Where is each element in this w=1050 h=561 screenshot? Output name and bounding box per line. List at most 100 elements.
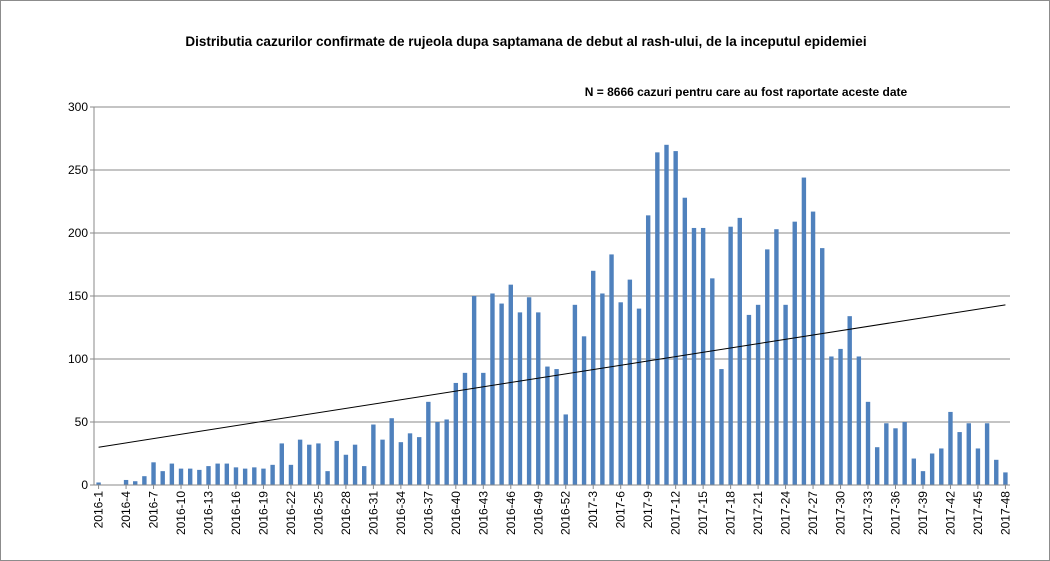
chart-title: Distributia cazurilor confirmate de ruje… xyxy=(185,34,866,49)
bar-2017-44 xyxy=(966,423,971,485)
y-tick-labels: 0 50 100 150 200 250 300 xyxy=(68,100,88,492)
bar-2016-50 xyxy=(545,366,550,485)
bar-2016-27 xyxy=(334,440,339,485)
bar-2017-14 xyxy=(691,227,697,485)
bar-2017-22 xyxy=(765,249,770,485)
bar-2016-40 xyxy=(453,382,459,485)
bar-2016-48 xyxy=(526,297,532,485)
x-tick-label: 2017-15 xyxy=(696,491,710,535)
y-tick-label: 50 xyxy=(75,415,89,429)
bar-2016-19 xyxy=(261,468,266,485)
bar-2016-38 xyxy=(435,422,440,485)
y-tick-label: 300 xyxy=(68,100,88,114)
x-tick-label: 2016-28 xyxy=(339,491,353,535)
bar-2016-8 xyxy=(160,471,165,485)
x-tick-label: 2017-3 xyxy=(586,491,600,529)
bar-2016-49 xyxy=(536,312,541,485)
bar-2016-51 xyxy=(554,369,559,485)
y-tick-label: 100 xyxy=(68,352,88,366)
bar-2016-12 xyxy=(197,469,202,485)
bar-2017-40 xyxy=(929,453,935,485)
bar-2016-21 xyxy=(279,443,284,485)
bar-2017-17 xyxy=(719,369,724,485)
bar-2016-32 xyxy=(380,439,385,485)
bar-2017-12 xyxy=(673,151,678,485)
x-tick-label: 2016-16 xyxy=(229,491,243,535)
x-tick-label: 2016-40 xyxy=(449,491,463,535)
bar-2017-16 xyxy=(710,278,715,485)
x-tick-label: 2016-43 xyxy=(476,491,490,535)
bar-2016-26 xyxy=(325,471,330,485)
bar-2017-30 xyxy=(838,348,843,485)
bar-2017-47 xyxy=(994,459,999,485)
bar-2017-27 xyxy=(810,211,816,485)
bar-2017-39 xyxy=(920,471,926,485)
bar-2016-29 xyxy=(352,444,358,485)
bar-2016-23 xyxy=(297,439,303,485)
bar-2016-45 xyxy=(499,303,504,485)
chart-annotation: N = 8666 cazuri pentru care au fost rapo… xyxy=(585,85,908,99)
gridlines xyxy=(94,106,1010,423)
x-tick-label: 2016-49 xyxy=(531,491,545,535)
trendline-line xyxy=(98,304,1006,448)
x-tick-label: 2017-42 xyxy=(943,491,957,535)
bar-2017-13 xyxy=(682,197,688,485)
x-tick-label: 2016-34 xyxy=(394,491,408,535)
x-tick-label: 2017-12 xyxy=(669,491,683,535)
x-tick-label: 2017-18 xyxy=(724,491,738,535)
bar-2016-25 xyxy=(316,443,321,485)
bar-2016-5 xyxy=(133,481,138,485)
bar-2017-21 xyxy=(755,304,761,485)
x-tick-labels: 2016-1 2016-4 2016-7 2016-10 2016-13 2016-16 2… xyxy=(92,491,1013,535)
bar-2017-33 xyxy=(865,401,871,485)
x-tick-label: 2016-22 xyxy=(284,491,298,535)
bar-2016-11 xyxy=(187,468,193,485)
y-tick-label: 150 xyxy=(68,289,88,303)
bar-2016-46 xyxy=(508,284,513,485)
bar-2017-9 xyxy=(645,215,651,486)
bar-2016-7 xyxy=(151,462,156,485)
bar-2017-20 xyxy=(746,314,752,485)
axes xyxy=(90,106,1010,489)
bar-2016-22 xyxy=(288,464,294,485)
bar-2016-35 xyxy=(407,433,413,485)
bar-2017-19 xyxy=(737,217,742,485)
bar-2017-45 xyxy=(975,448,981,485)
x-tick-label: 2016-31 xyxy=(366,491,380,535)
bar-2017-46 xyxy=(984,423,990,485)
bar-2016-4 xyxy=(123,479,129,485)
x-tick-label: 2017-36 xyxy=(889,491,903,535)
bar-2017-36 xyxy=(893,428,898,485)
bars xyxy=(96,144,1008,486)
bar-2017-1 xyxy=(572,304,578,485)
x-tick-label: 2017-27 xyxy=(806,491,820,535)
bar-2016-1 xyxy=(96,482,101,485)
bar-2016-6 xyxy=(142,476,147,485)
bar-2017-5 xyxy=(609,254,614,485)
bar-2016-47 xyxy=(517,312,523,485)
bar-2016-52 xyxy=(563,414,568,485)
bar-2016-17 xyxy=(242,468,248,485)
bar-2017-26 xyxy=(801,177,807,485)
x-tick-label: 2017-48 xyxy=(998,491,1012,535)
x-tick-label: 2017-21 xyxy=(751,491,765,535)
bar-2017-11 xyxy=(664,144,669,486)
y-tick-label: 200 xyxy=(68,226,88,240)
bar-2016-15 xyxy=(224,463,230,485)
y-tick-label: 250 xyxy=(68,163,88,177)
bar-2016-30 xyxy=(362,466,367,485)
bar-2016-24 xyxy=(307,444,312,485)
x-tick-label: 2017-30 xyxy=(834,491,848,535)
x-tick-label: 2016-4 xyxy=(119,491,133,529)
bar-2017-15 xyxy=(700,227,706,485)
x-tick-label: 2017-45 xyxy=(971,491,985,535)
bar-2017-35 xyxy=(884,423,889,485)
x-tick-label: 2017-24 xyxy=(779,491,793,535)
bar-2016-33 xyxy=(389,418,394,485)
bar-2016-31 xyxy=(371,424,376,485)
x-tick-label: 2017-9 xyxy=(641,491,655,529)
x-tick-label: 2017-6 xyxy=(614,491,628,529)
bar-2016-37 xyxy=(426,401,431,485)
